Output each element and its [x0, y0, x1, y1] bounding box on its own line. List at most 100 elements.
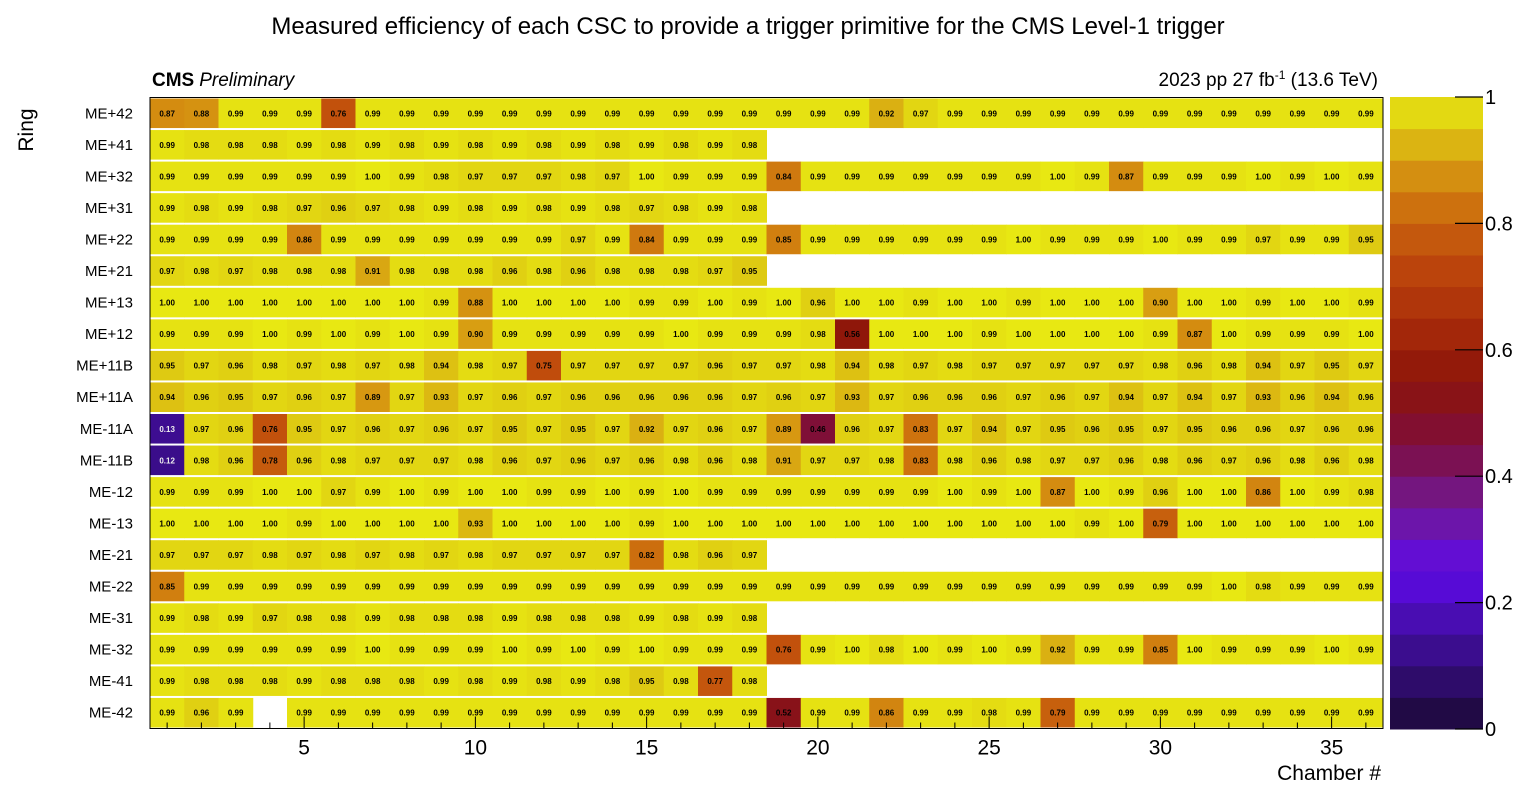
heatmap-cell: [424, 193, 459, 223]
cell-value: 0.96: [1187, 362, 1203, 371]
heatmap-cell: [629, 319, 665, 349]
cell-value: 0.98: [879, 362, 895, 371]
cell-value: 1.00: [947, 519, 963, 528]
heatmap-cell: [252, 603, 288, 633]
heatmap-cell: [1177, 224, 1213, 255]
cell-value: 0.99: [1358, 109, 1374, 118]
heatmap-cell: [424, 130, 459, 160]
cell-value: 1.00: [844, 519, 860, 528]
heatmap-cell: [526, 256, 562, 286]
cell-value: 1.00: [605, 488, 621, 497]
heatmap-cell: [389, 540, 425, 570]
cell-value: 0.99: [468, 646, 484, 655]
heatmap-cell: [1211, 477, 1247, 507]
heatmap-cell: [869, 508, 904, 539]
x-tick-label: 25: [977, 737, 1000, 760]
cell-value: 0.99: [228, 709, 244, 718]
cell-value: 0.99: [296, 172, 312, 181]
heatmap-cell: [1211, 224, 1247, 255]
cell-value: 0.99: [947, 583, 963, 592]
cell-value: 0.91: [365, 267, 381, 276]
cell-value: 0.75: [536, 362, 552, 371]
cell-value: 0.99: [605, 235, 621, 244]
cell-value: 0.52: [776, 709, 792, 718]
cell-value: 0.94: [433, 362, 449, 371]
cell-value: 0.97: [810, 393, 826, 402]
heatmap-cell: [252, 382, 288, 412]
cell-value: 0.99: [605, 709, 621, 718]
cell-value: 0.46: [810, 425, 826, 434]
cell-value: 0.99: [981, 488, 997, 497]
cell-value: 1.00: [673, 330, 689, 339]
cell-value: 0.96: [605, 393, 621, 402]
cell-value: 0.98: [673, 614, 689, 623]
cell-value: 0.97: [913, 109, 929, 118]
cell-value: 0.97: [194, 362, 210, 371]
heatmap-cell: [766, 414, 802, 444]
cell-value: 0.99: [1358, 172, 1374, 181]
cell-value: 0.99: [1187, 235, 1203, 244]
cell-value: 1.00: [1358, 519, 1374, 528]
cell-value: 1.00: [1221, 488, 1237, 497]
cell-value: 0.96: [1324, 425, 1340, 434]
row-label: ME-32: [89, 642, 133, 659]
cell-value: 0.99: [1084, 583, 1100, 592]
heatmap-cell: [732, 540, 767, 570]
heatmap-cell: [526, 382, 562, 412]
heatmap-cell: [355, 224, 391, 255]
cell-value: 0.99: [1153, 330, 1169, 339]
cell-value: 0.96: [981, 393, 997, 402]
cell-value: 0.97: [1016, 393, 1032, 402]
cell-value: 0.98: [331, 267, 347, 276]
heatmap-cell: [1314, 508, 1350, 539]
heatmap-cell: [218, 287, 254, 318]
heatmap-cell: [526, 224, 562, 255]
cell-value: 0.99: [742, 235, 758, 244]
cell-value: 0.85: [159, 583, 175, 592]
heatmap-cell: [595, 477, 630, 507]
cell-value: 0.99: [570, 488, 586, 497]
heatmap-cell: [184, 161, 219, 192]
heatmap-cell: [869, 350, 904, 381]
cell-value: 0.99: [810, 488, 826, 497]
heatmap-cell: [184, 98, 219, 129]
heatmap-cell: [492, 540, 528, 570]
cell-value: 0.99: [844, 709, 860, 718]
heatmap-cell: [1314, 414, 1350, 444]
heatmap-cell: [1211, 414, 1247, 444]
cell-value: 0.98: [194, 677, 210, 686]
color-scale-segment: [1390, 318, 1483, 351]
heatmap-cell: [458, 666, 493, 696]
cell-value: 0.96: [228, 456, 244, 465]
heatmap-cell: [800, 477, 836, 507]
heatmap-cell: [663, 193, 699, 223]
heatmap-cell: [663, 224, 699, 255]
heatmap-cell: [1211, 445, 1247, 476]
heatmap-cell: [252, 634, 288, 665]
cell-value: 0.99: [707, 204, 723, 213]
heatmap-cell: [458, 382, 493, 412]
cell-value: 0.97: [365, 204, 381, 213]
cell-value: 1.00: [1255, 519, 1271, 528]
heatmap-cell: [492, 477, 528, 507]
heatmap-cell: [355, 350, 391, 381]
cell-value: 0.90: [468, 330, 484, 339]
cell-value: 0.99: [742, 330, 758, 339]
heatmap-cell: [629, 603, 665, 633]
cell-value: 0.97: [296, 551, 312, 560]
color-scale-segment: [1390, 665, 1483, 698]
cell-value: 1.00: [159, 299, 175, 308]
cell-value: 1.00: [673, 488, 689, 497]
cell-value: 0.99: [262, 235, 278, 244]
cell-value: 0.97: [673, 425, 689, 434]
heatmap-cell: [218, 477, 254, 507]
heatmap-cell: [800, 571, 836, 602]
cell-value: 0.97: [776, 362, 792, 371]
heatmap-cell: [1177, 634, 1213, 665]
cell-value: 0.94: [981, 425, 997, 434]
cell-value: 0.99: [1050, 583, 1066, 592]
heatmap-cell: [629, 508, 665, 539]
cell-value: 0.96: [639, 456, 655, 465]
heatmap-cell: [492, 382, 528, 412]
heatmap-cell: [732, 382, 767, 412]
